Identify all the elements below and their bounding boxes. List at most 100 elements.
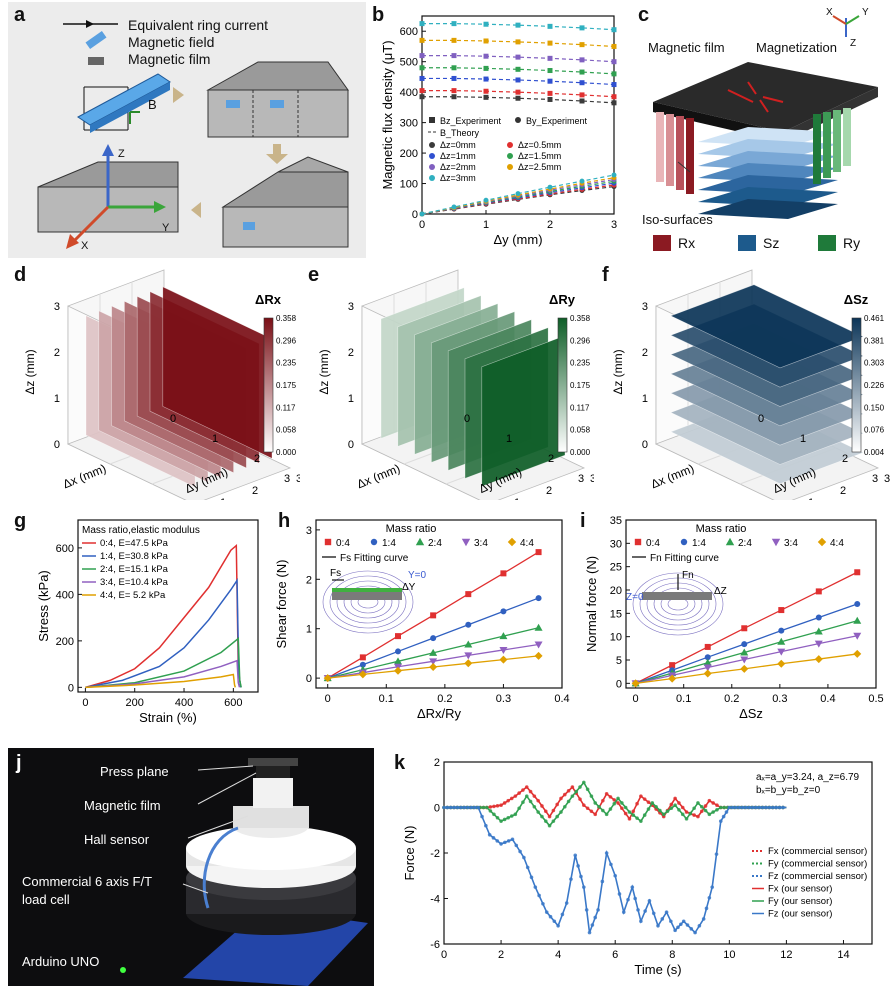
y-tick-label: 3 (884, 473, 890, 485)
panel-label-f: f (602, 264, 609, 286)
data-point-down-triangle (461, 538, 471, 547)
data-point-square (547, 40, 553, 46)
data-point-diamond (853, 649, 862, 658)
commercial-sample-point (639, 794, 643, 798)
legend-text: Fz (our sensor) (768, 909, 832, 920)
commercial-sample-point (754, 805, 758, 810)
commercial-sample-point (646, 807, 651, 811)
legend-text: Fx (commercial sensor) (768, 846, 867, 857)
x-tick-label: 0 (82, 697, 88, 709)
legend-text: 1:4, E=30.8 kPa (100, 551, 169, 562)
panel-e: e 0 0 0 1 1 1 2 2 2 3 3 3 Δz (mm) Δx (mm) Δy (mm) ΔRy 0.… (302, 262, 594, 500)
panel-c-axis-y: Y (862, 7, 869, 18)
colorbar-tick-label: 0.076 (864, 426, 885, 435)
commercial-sample-point (582, 885, 586, 889)
x-tick-label: 0.3 (772, 693, 787, 705)
data-point-square (500, 570, 507, 577)
commercial-sample-point (593, 812, 598, 817)
commercial-sample-point (647, 898, 652, 903)
commercial-sample-point (528, 789, 533, 794)
x-tick-label: 2 (252, 485, 258, 497)
data-point-square (419, 88, 425, 94)
commercial-sample-point (513, 812, 518, 817)
commercial-sample-point (604, 792, 609, 796)
panel-a-b-label: B (148, 97, 157, 112)
panel-label-j: j (16, 752, 22, 774)
z-tick-label: 3 (348, 301, 354, 313)
x-axis-label: ΔSz (739, 706, 763, 721)
panel-g: g 0 200 400 600 0 200 400 600 Strain (%) Stress (… (8, 508, 270, 734)
data-point-down-triangle (771, 538, 781, 547)
commercial-sample-point (502, 817, 507, 822)
commercial-sample-point (559, 810, 563, 814)
inset-force-label: Fs (330, 568, 341, 579)
data-point-diamond (817, 537, 827, 547)
y-tick-label: 20 (610, 585, 622, 597)
panel-j-label-arduino: Arduino UNO (22, 954, 100, 969)
commercial-sample-point (627, 810, 632, 814)
chart-h-svg: 0 0.1 0.2 0.3 0.4 0 1 2 3 ΔRx/Ry Shear force (N) Ma… (274, 519, 570, 721)
commercial-sample-point (473, 805, 477, 810)
data-point-down-triangle (703, 664, 712, 672)
commercial-sample-point (633, 896, 637, 901)
panel-j-label-magnetic-film: Magnetic film (84, 798, 161, 813)
colorbar-tick-label: 0.004 (864, 448, 885, 457)
iso-surface (670, 284, 864, 369)
commercial-sample-point (616, 801, 620, 805)
commercial-sample-point (761, 805, 765, 810)
colorbar-tick-label: 0.058 (276, 426, 297, 435)
x-axis-label: Δy (mm) (493, 232, 542, 247)
data-point-square (419, 65, 425, 71)
data-point-diamond (429, 663, 438, 671)
commercial-sample-point (669, 806, 674, 811)
x-tick-label: 0.2 (724, 693, 739, 705)
legend-text: Δz=0mm (440, 140, 476, 150)
commercial-sample-point (658, 808, 662, 813)
data-point-square (515, 89, 521, 95)
data-point-circle (429, 164, 435, 170)
legend-text: Δz=3mm (440, 173, 476, 183)
commercial-sample-point (684, 817, 689, 821)
commercial-sample-point (684, 810, 689, 814)
legend-text: Δz=0.5mm (518, 140, 561, 150)
y-tick-label: 30 (610, 538, 622, 550)
data-point-square (547, 90, 553, 96)
commercial-sample-point (707, 812, 712, 817)
commercial-sample-point (601, 808, 605, 813)
data-point-square (547, 78, 553, 84)
commercial-sample-point (506, 798, 510, 803)
y-tick-label: 400 (56, 589, 74, 601)
commercial-sample-point (536, 798, 540, 803)
commercial-sample-point (585, 806, 590, 811)
y-tick-label: 2 (842, 453, 848, 465)
commercial-sample-point (608, 807, 613, 811)
z-tick-label: 3 (642, 301, 648, 313)
legend-text: Fx (our sensor) (768, 884, 832, 895)
commercial-sample-point (537, 893, 541, 898)
commercial-sample-point (692, 813, 696, 817)
data-point-square (634, 538, 642, 546)
panel-label-c: c (638, 4, 650, 26)
commercial-sample-point (521, 800, 525, 804)
commercial-sample-point (692, 806, 696, 811)
y-tick-label: 1 (800, 433, 806, 445)
commercial-sample-point (488, 809, 493, 813)
data-point-circle (579, 178, 585, 184)
commercial-sample-point (620, 806, 624, 811)
data-point-square (579, 98, 585, 104)
commercial-sample-point (469, 805, 474, 810)
panel-c-label-iso: Iso-surfaces (642, 212, 713, 227)
x-tick-label: 0.1 (379, 693, 394, 705)
data-point-triangle (429, 648, 438, 656)
commercial-sample-point (664, 910, 669, 914)
commercial-sample-point (506, 839, 511, 843)
data-point-square (483, 21, 489, 27)
panel-c-legend-ry: Ry (843, 235, 861, 251)
y-tick-label: 25 (610, 562, 622, 574)
x-tick-label: 1 (483, 219, 489, 231)
panel-a-axis-x: X (81, 240, 89, 252)
panel-a-axis-y: Y (162, 222, 170, 234)
colorbar-tick-label: 0.235 (276, 359, 297, 368)
legend-text: Fz (commercial sensor) (768, 871, 867, 882)
commercial-sample-point (699, 809, 704, 814)
